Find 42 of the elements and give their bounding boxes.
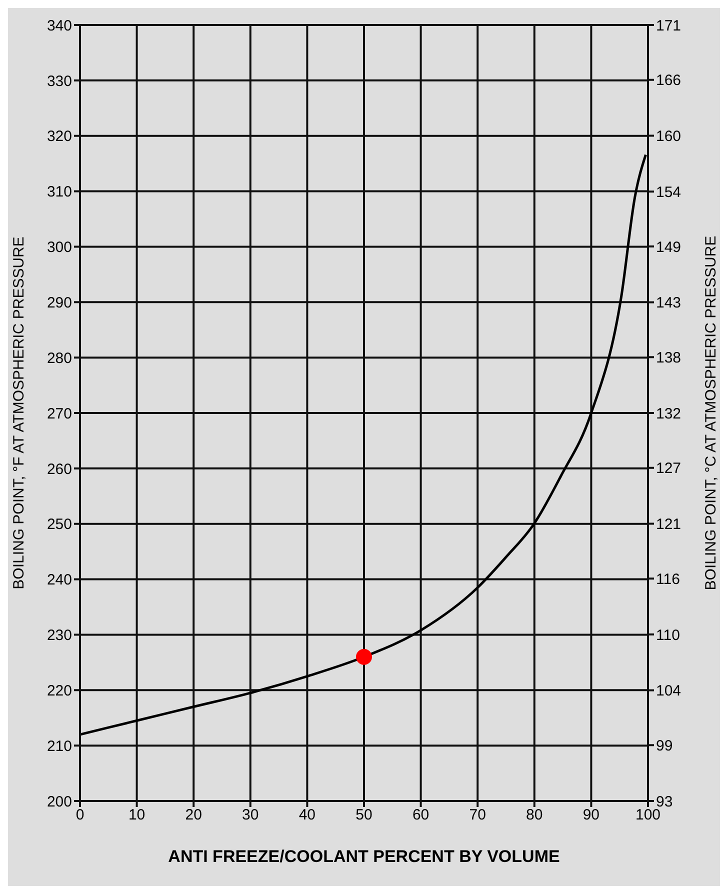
y-tick-label: 280 [46,350,72,367]
x-tick-label: 40 [298,806,316,824]
x-tick-label: 90 [582,806,600,824]
y2-tick-label: 99 [656,737,673,754]
y-tick-label: 250 [46,516,72,534]
y-tick-label: 260 [46,460,72,478]
y-tick-label: 330 [46,72,72,90]
y2-tick-label: 104 [656,682,682,700]
y2-axis-title: BOILING POINT, °C AT ATMOSPHERIC PRESSURE [702,236,720,590]
y2-tick-label: 154 [656,184,682,201]
y-tick-label: 220 [46,682,72,700]
y-tick-label: 320 [46,128,72,146]
y2-tick-label: 149 [656,238,682,256]
x-tick-label: 20 [185,806,202,824]
y-tick-label: 240 [46,572,72,589]
y-tick-label: 290 [46,294,72,312]
x-tick-label: 30 [242,806,259,824]
y-tick-label: 270 [46,405,72,422]
x-tick-label: 60 [412,806,430,824]
x-tick-label: 50 [356,806,372,824]
y2-tick-label: 127 [656,460,682,478]
y-tick-label: 300 [46,239,72,256]
y2-tick-label: 121 [656,516,682,534]
y-tick-label: 200 [46,793,72,810]
x-axis-title: ANTI FREEZE/COOLANT PERCENT BY VOLUME [168,847,560,866]
y2-tick-label: 160 [656,128,682,146]
y-axis-title: BOILING POINT, °F AT ATMOSPHERIC PRESSURE [10,236,28,590]
y-tick-label: 340 [46,17,72,34]
y2-tick-label: 138 [656,349,682,366]
y-tick-label: 230 [46,627,72,644]
y2-tick-label: 110 [656,626,680,644]
x-tick-label: 80 [526,806,543,824]
x-tick-label: 0 [76,806,84,824]
x-tick-label: 10 [128,806,146,824]
y2-tick-label: 143 [656,294,682,312]
y2-tick-label: 116 [656,570,680,588]
y-tick-label: 210 [46,738,72,755]
x-tick-label: 70 [469,806,486,824]
y2-tick-label: 132 [656,405,682,422]
y-tick-label: 310 [46,184,72,201]
y2-tick-label: 171 [656,17,682,34]
y2-tick-label: 166 [656,72,682,90]
